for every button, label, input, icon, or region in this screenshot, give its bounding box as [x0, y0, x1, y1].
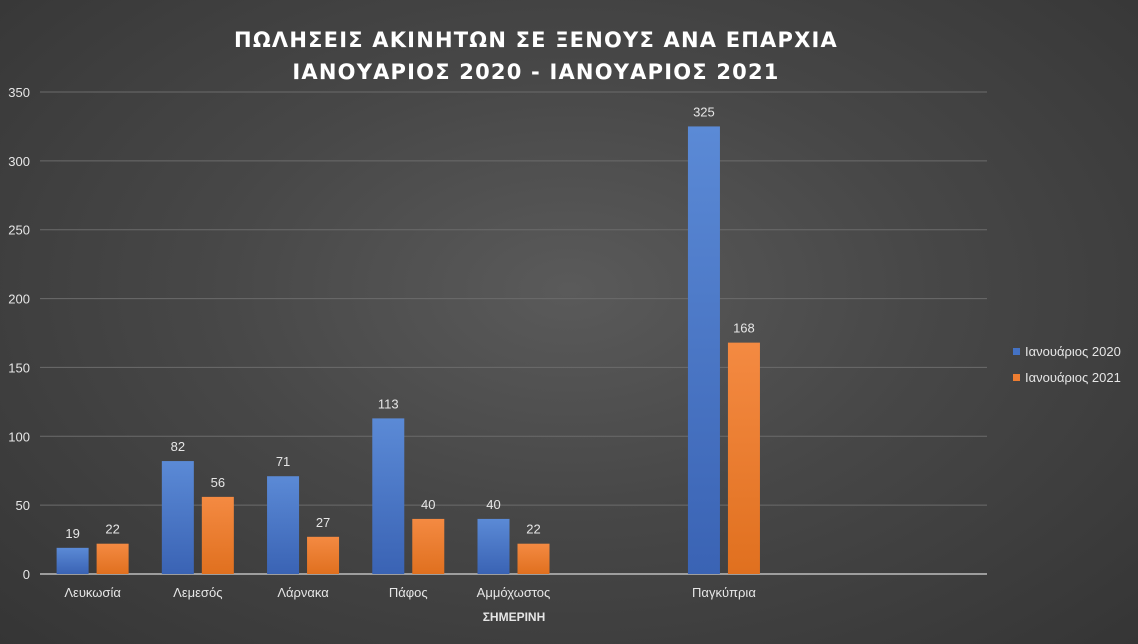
y-tick-label: 350: [8, 85, 30, 100]
bar: [201, 496, 234, 574]
x-tick-label: Λεμεσός: [173, 585, 222, 600]
x-axis: Λευκωσία Λεμεσός Λάρνακα Πάφος Αμμόχωστος Παγ…: [64, 585, 756, 600]
x-tick-label: Λευκωσία: [64, 585, 121, 600]
bars: [56, 126, 760, 574]
data-label: 113: [378, 396, 399, 411]
bar: [517, 543, 550, 574]
data-label: 325: [693, 104, 715, 119]
chart-subtitle: ΙΑΝΟΥΑΡΙΟΣ 2020 - ΙΑΝΟΥΑΡΙΟΣ 2021: [292, 60, 780, 84]
legend-swatch-2020: [1013, 347, 1020, 355]
x-tick-label: Παγκύπρια: [692, 585, 756, 600]
data-label: 71: [276, 454, 290, 469]
bar: [161, 461, 194, 574]
legend-label-2021: Ιανουάριος 2021: [1025, 369, 1121, 385]
grid: [40, 91, 987, 575]
bar: [56, 547, 89, 574]
bar: [96, 543, 129, 574]
bar: [477, 518, 510, 574]
data-label: 22: [526, 522, 540, 537]
bar: [372, 418, 405, 574]
x-tick-label: Αμμόχωστος: [477, 585, 551, 600]
data-label: 19: [65, 526, 79, 541]
data-label: 82: [171, 439, 185, 454]
bar: [307, 536, 340, 574]
chart-title: ΠΩΛΗΣΕΙΣ ΑΚΙΝΗΤΩΝ ΣΕ ΞΕΝΟΥΣ ΑΝΑ ΕΠΑΡΧΙΑ: [234, 28, 838, 52]
y-tick-label: 200: [8, 292, 30, 307]
x-tick-label: Πάφος: [389, 585, 428, 600]
bar: [727, 342, 760, 574]
legend-label-2020: Ιανουάριος 2020: [1025, 343, 1121, 359]
y-tick-label: 0: [23, 567, 30, 582]
y-tick-label: 250: [8, 223, 30, 238]
bar: [412, 518, 445, 574]
y-tick-label: 300: [8, 154, 30, 169]
legend-item-2020: Ιανουάριος 2020: [1013, 338, 1121, 364]
data-label: 22: [105, 522, 119, 537]
bar: [267, 476, 300, 574]
y-axis: 0 50 100 150 200 250 300 350: [8, 85, 30, 582]
data-labels: 19 22 82 56 71 27 113 40 40 22 325 168: [65, 104, 754, 540]
y-tick-label: 100: [8, 429, 30, 444]
bar: [687, 126, 720, 574]
data-label: 40: [421, 497, 435, 512]
data-label: 56: [211, 475, 225, 490]
data-label: 168: [733, 321, 755, 336]
legend-swatch-2021: [1013, 373, 1020, 381]
data-label: 40: [486, 497, 500, 512]
y-tick-label: 50: [16, 498, 30, 513]
legend: Ιανουάριος 2020 Ιανουάριος 2021: [1013, 338, 1121, 390]
x-tick-label: Λάρνακα: [277, 585, 329, 600]
y-tick-label: 150: [8, 360, 30, 375]
data-label: 27: [316, 515, 330, 530]
legend-item-2021: Ιανουάριος 2021: [1013, 364, 1121, 390]
x-axis-title: ΣΗΜΕΡΙΝΗ: [483, 610, 546, 624]
